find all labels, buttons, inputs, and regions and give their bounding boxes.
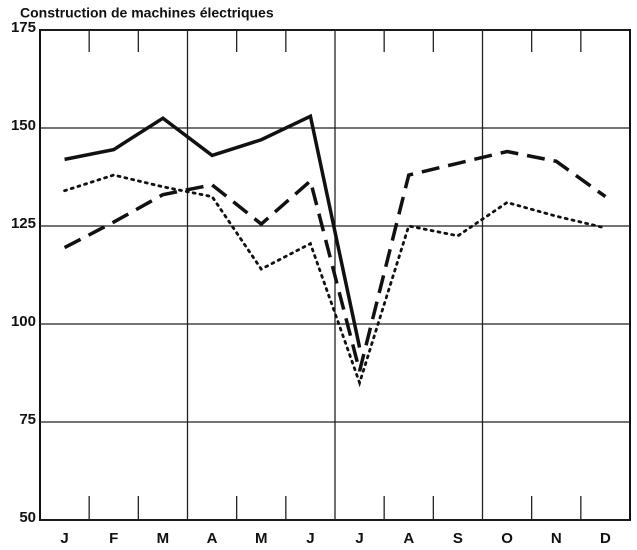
x-tick-label: D xyxy=(600,530,611,547)
y-tick-label: 125 xyxy=(11,215,36,232)
y-tick-label: 100 xyxy=(11,313,36,330)
series-line xyxy=(63,149,607,372)
x-tick-label: J xyxy=(306,530,314,547)
series-line xyxy=(64,113,362,348)
x-tick-label: A xyxy=(207,530,218,547)
x-tick-label: M xyxy=(255,530,268,547)
x-tick-label: J xyxy=(60,530,68,547)
x-tick-label: S xyxy=(453,530,463,547)
y-tick-label: 75 xyxy=(19,411,36,428)
x-tick-label: N xyxy=(551,530,562,547)
x-tick-label: M xyxy=(157,530,170,547)
chart-title: Construction de machines électriques xyxy=(20,5,274,21)
x-tick-label: F xyxy=(109,530,118,547)
x-tick-label: J xyxy=(355,530,363,547)
x-tick-label: O xyxy=(501,530,513,547)
y-tick-label: 50 xyxy=(19,509,36,526)
x-tick-label: A xyxy=(403,530,414,547)
y-tick-label: 150 xyxy=(11,117,36,134)
y-tick-label: 175 xyxy=(11,19,36,36)
series-line xyxy=(63,173,607,388)
